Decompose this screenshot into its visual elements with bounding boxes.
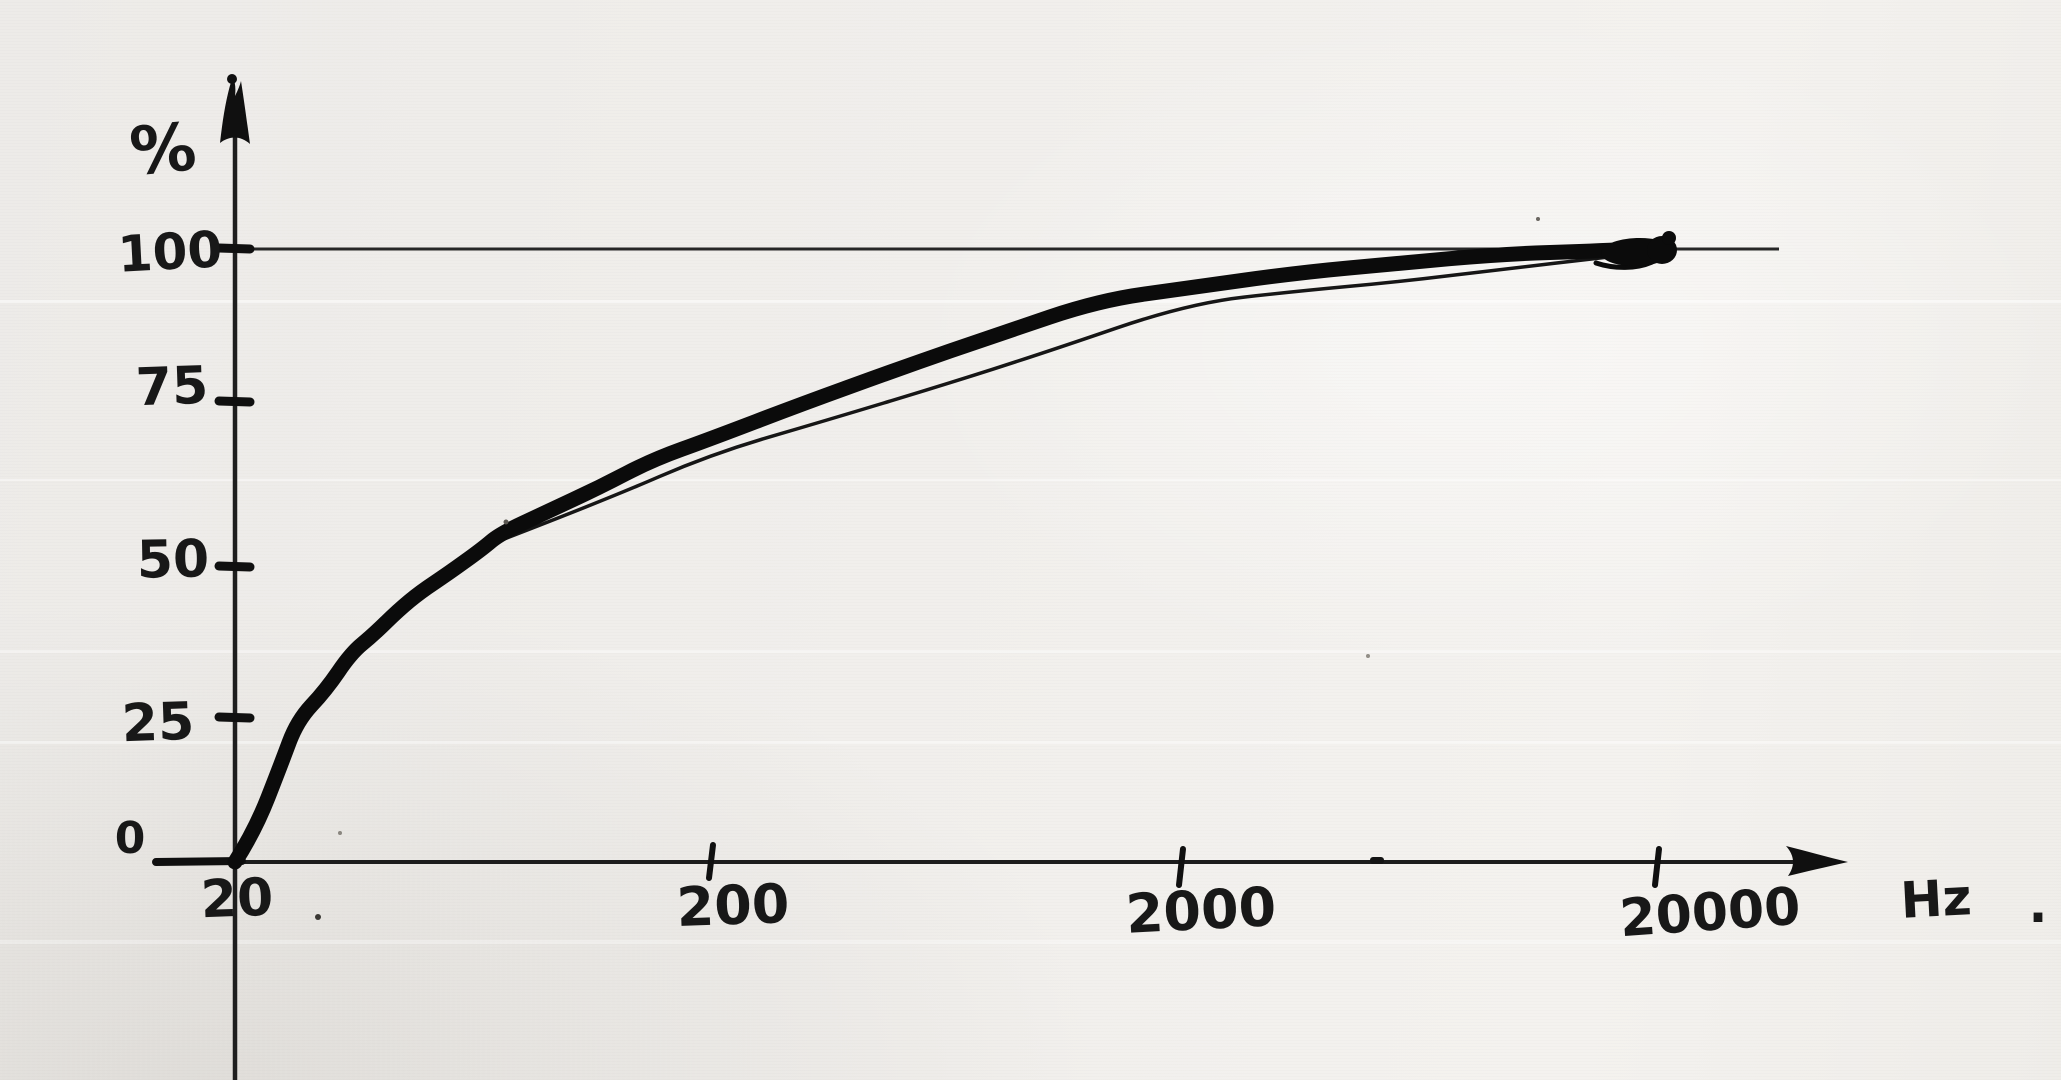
y-tick-label-25: 25 (120, 691, 196, 755)
x-axis-arrowhead-icon (1786, 846, 1848, 876)
paper-speck (1366, 654, 1370, 658)
y-tick-mark-100 (214, 243, 255, 254)
x-axis-unit-label: Hz (1899, 868, 1973, 930)
curve-thin (492, 246, 1668, 545)
y-tick-mark-50 (214, 561, 255, 572)
curve-end-nub (1662, 231, 1676, 245)
y-tick-label-75: 75 (134, 355, 210, 419)
y-axis-arrowhead-icon (220, 76, 250, 144)
ink-blob-on-axis (1370, 857, 1384, 864)
x-axis (152, 846, 1848, 876)
y-axis-unit-label: % (126, 108, 200, 191)
y-tick-mark-75 (214, 396, 255, 407)
y-tick-mark-25 (214, 712, 255, 723)
ink-specks (315, 217, 1540, 920)
x-tick-mark-2000 (1176, 846, 1186, 888)
x-tick-mark-200 (706, 842, 716, 881)
stray-period-mark: . (2028, 876, 2048, 934)
x-tick-label-2000: 2000 (1124, 875, 1278, 946)
y-tick-label-100: 100 (116, 220, 224, 284)
x-ticks (706, 842, 1662, 888)
curve-thick (227, 240, 1674, 870)
y-axis (220, 74, 250, 1080)
paper-speck (315, 914, 321, 920)
paper-speck (1536, 217, 1540, 221)
y-tick-label-50: 50 (136, 529, 210, 591)
x-tick-label-200: 200 (675, 872, 791, 939)
y-ticks (214, 243, 255, 723)
y-tick-label-0: 0 (114, 813, 146, 864)
x-tick-label-20000: 20000 (1617, 876, 1803, 950)
x-tick-mark-20000 (1652, 846, 1662, 888)
curve-end-scribble (1593, 231, 1677, 270)
x-tick-label-20: 20 (199, 867, 275, 931)
y-axis-arrow-tip-blob (227, 74, 237, 84)
paper-speck (503, 519, 509, 525)
paper-speck (338, 831, 342, 835)
